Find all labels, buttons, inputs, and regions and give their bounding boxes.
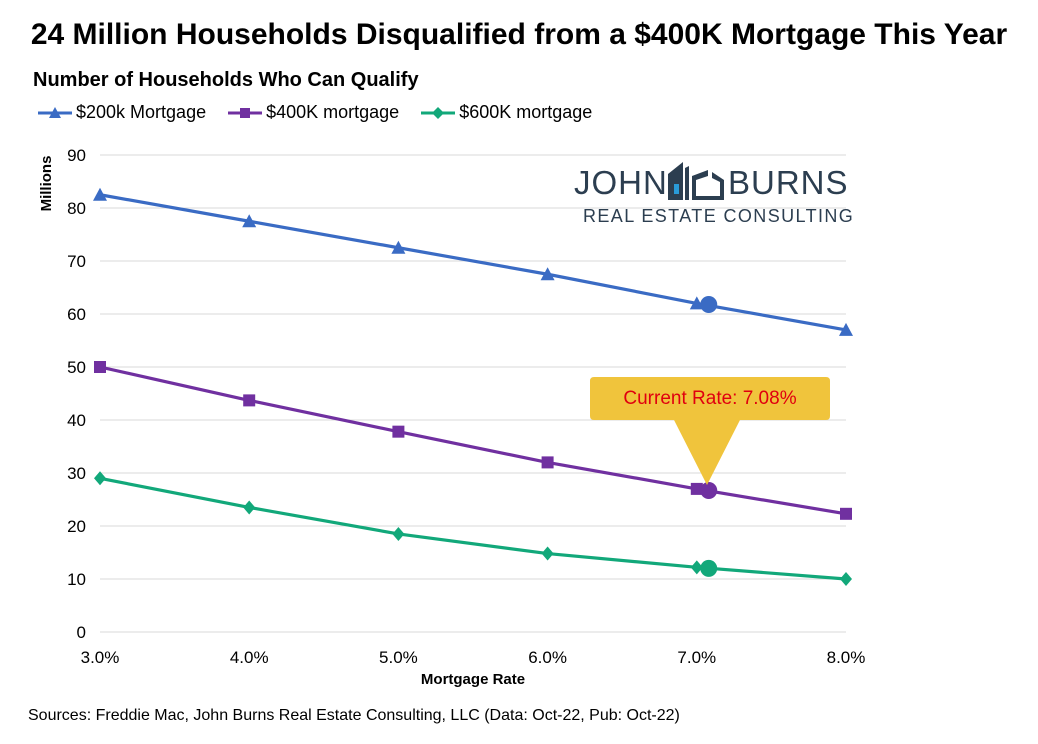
data-point-diamond — [690, 560, 703, 575]
series-line — [99, 193, 847, 332]
data-point-square — [541, 456, 554, 469]
data-point-square — [392, 425, 405, 438]
legend-label-600k: $600K mortgage — [459, 102, 593, 122]
y-tick-label: 0 — [77, 623, 86, 642]
current-rate-callout: Current Rate: 7.08% — [590, 377, 830, 485]
highlight-point — [700, 481, 718, 499]
y-axis-title: Millions — [38, 156, 55, 212]
data-point-triangle — [540, 267, 555, 281]
legend-label-200k: $200k Mortgage — [76, 102, 207, 122]
square-marker-icon — [228, 107, 263, 118]
x-tick-label: 3.0% — [81, 648, 120, 667]
triangle-marker-icon — [38, 106, 72, 118]
legend-item-200k: $200k Mortgage — [38, 102, 206, 123]
y-tick-label: 90 — [67, 146, 86, 165]
data-point-triangle — [242, 214, 257, 228]
data-point-triangle — [839, 322, 853, 336]
x-tick-label: 8.0% — [827, 648, 866, 667]
x-tick-label: 4.0% — [230, 648, 269, 667]
x-tick-label: 5.0% — [379, 648, 418, 667]
y-tick-label: 50 — [67, 358, 86, 377]
y-tick-label: 80 — [67, 199, 86, 218]
y-tick-label: 70 — [67, 252, 86, 271]
chart-title: 24 Million Households Disqualified from … — [30, 18, 1008, 51]
callout-label: Current Rate: 7.08% — [623, 388, 797, 409]
data-point-diamond — [94, 471, 106, 486]
logo-word-burns: BURNS — [728, 164, 849, 201]
data-point-triangle — [93, 187, 107, 201]
legend-item-400k: $400K mortgage — [228, 102, 399, 123]
x-tick-label: 6.0% — [528, 648, 567, 667]
data-point-diamond — [392, 526, 405, 541]
y-tick-label: 10 — [67, 570, 86, 589]
legend-item-600k: $600K mortgage — [421, 102, 592, 123]
y-tick-label: 30 — [67, 464, 86, 483]
x-axis-title: Mortgage Rate — [421, 671, 525, 688]
legend: $200k Mortgage $400K mortgage $600K mort… — [38, 102, 592, 123]
house-logo-icon — [668, 162, 724, 200]
legend-label-400k: $400K mortgage — [266, 102, 400, 122]
data-point-square — [243, 394, 256, 407]
logo-tagline: REAL ESTATE CONSULTING — [583, 206, 855, 226]
logo-word-john: JOHN — [574, 164, 668, 201]
company-logo: JOHN BURNS REAL ESTATE CONSULTING — [572, 160, 853, 230]
data-point-diamond — [243, 500, 256, 515]
data-point-square — [94, 361, 106, 373]
data-point-triangle — [689, 296, 704, 310]
x-tick-label: 7.0% — [677, 648, 716, 667]
data-point-square — [690, 482, 703, 495]
y-tick-label: 60 — [67, 305, 86, 324]
logo-wordmark: JOHN BURNS — [572, 160, 848, 201]
chart-subtitle: Number of Households Who Can Qualify — [33, 69, 419, 91]
diamond-marker-icon — [421, 106, 456, 119]
data-point-triangle — [391, 240, 406, 254]
series-line — [99, 365, 847, 516]
data-point-square — [840, 507, 852, 520]
data-point-diamond — [541, 546, 554, 561]
callout-bubble — [590, 377, 830, 485]
series-line — [99, 476, 847, 581]
highlight-point — [700, 295, 718, 313]
y-tick-label: 40 — [67, 411, 86, 430]
y-tick-label: 20 — [67, 517, 86, 536]
data-point-diamond — [840, 572, 852, 586]
source-note: Sources: Freddie Mac, John Burns Real Es… — [28, 707, 680, 724]
highlight-point — [700, 559, 718, 577]
